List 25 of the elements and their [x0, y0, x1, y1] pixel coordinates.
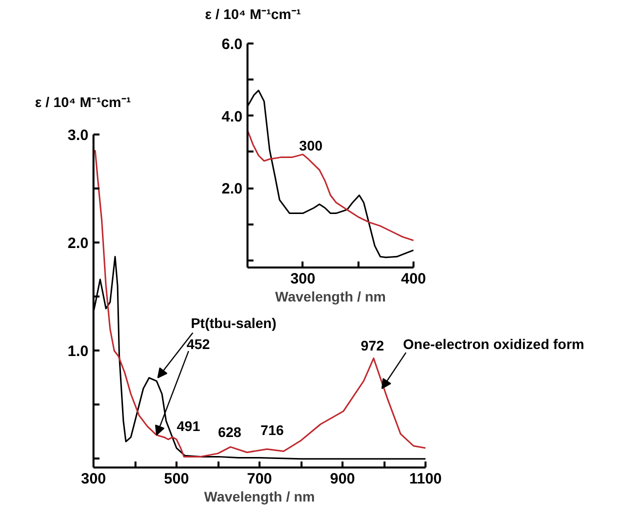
x-tick-label: 900: [330, 470, 356, 488]
annotation: Pt(tbu-salen): [190, 314, 276, 331]
y-axis-title: ε / 10⁴ M⁻¹cm⁻¹: [35, 94, 131, 110]
x-tick-label: 400: [400, 270, 426, 288]
y-tick-label: 3.0: [68, 127, 89, 144]
y-tick-label: 4.0: [222, 108, 243, 126]
annotation: 452: [186, 336, 210, 352]
annotation: One-electron oxidized form: [403, 336, 584, 352]
y-axis-title: ε / 10⁴ M⁻¹cm⁻¹: [205, 6, 301, 22]
x-tick-label: 700: [246, 470, 272, 488]
annotation: 491: [176, 418, 200, 434]
x-tick-label: 500: [164, 470, 190, 488]
y-tick-label: 6.0: [222, 36, 243, 53]
y-tick-label: 2.0: [222, 180, 243, 198]
line-series: [248, 129, 414, 242]
annotation: 300: [299, 137, 323, 154]
annotation: 716: [260, 422, 284, 438]
annotation: 628: [218, 424, 242, 440]
y-tick-label: 1.0: [68, 343, 89, 360]
x-axis-title: Wavelength / nm: [204, 488, 315, 504]
x-axis-title: Wavelength / nm: [275, 288, 386, 304]
x-tick-label: 300: [80, 470, 106, 488]
y-tick-label: 2.0: [68, 235, 89, 252]
annotation: 972: [360, 337, 384, 354]
x-tick-label: 1100: [409, 470, 442, 488]
